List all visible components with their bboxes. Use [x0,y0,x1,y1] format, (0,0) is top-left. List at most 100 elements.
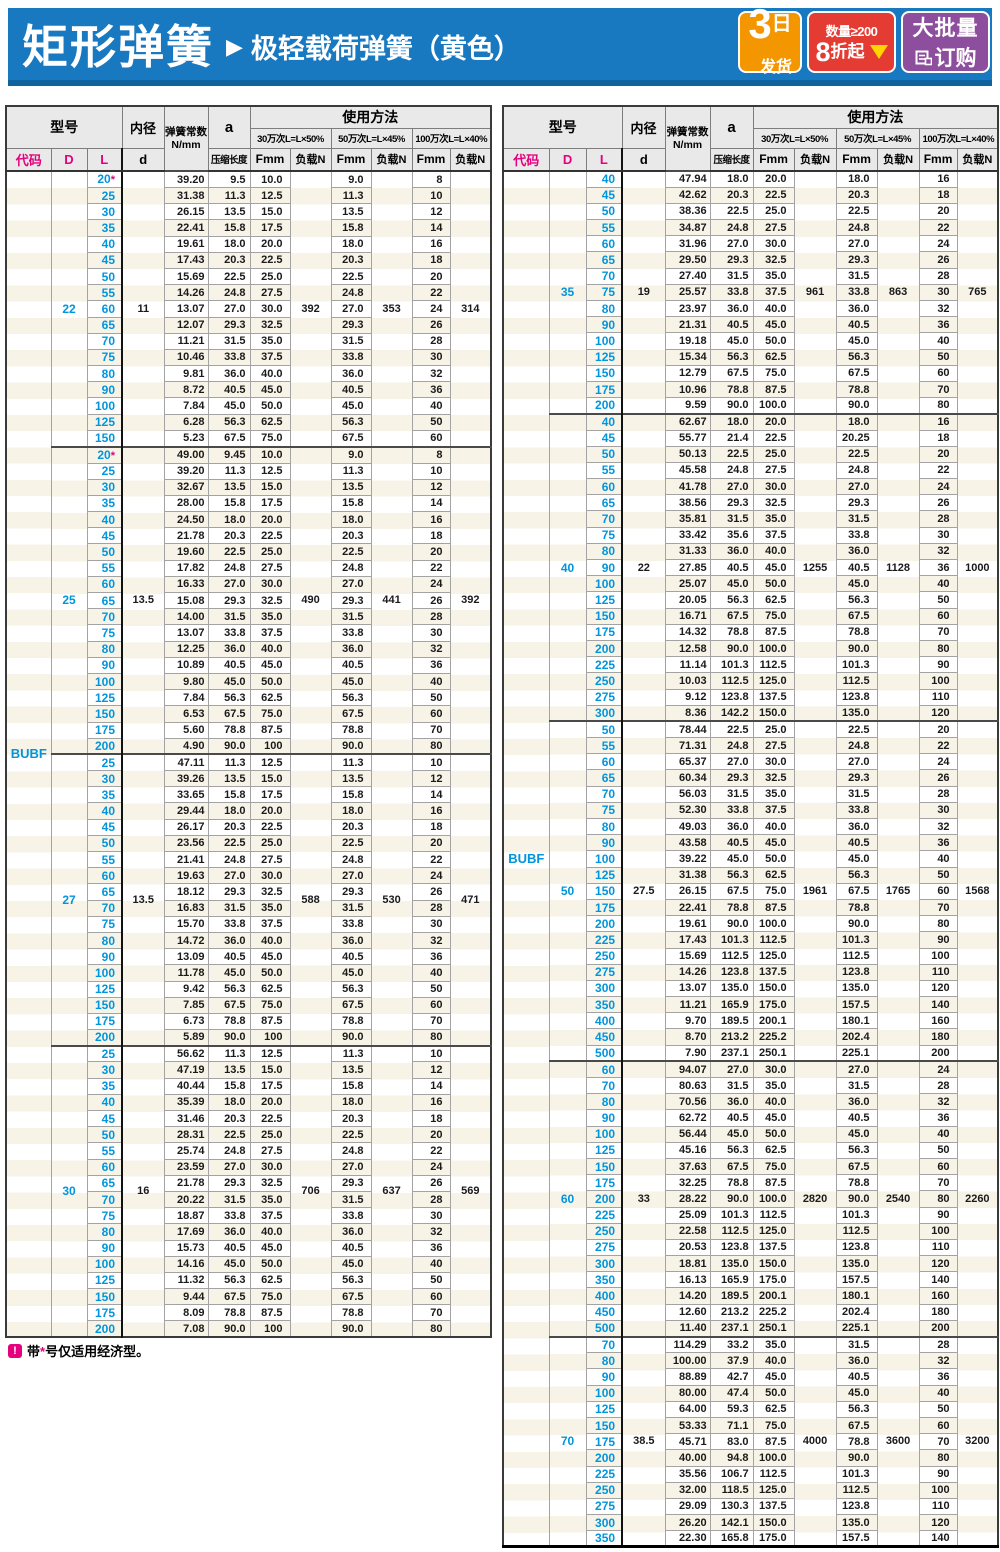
page-title: 矩形弹簧 [22,21,214,73]
spring-constant-value: 17.43 [163,251,209,269]
spring-constant-value: 19.61 [664,915,711,933]
deflection-500k: 31.5 [330,1190,372,1209]
deflection-500k: 202.4 [835,1303,878,1321]
deflection-300k: 175.0 [752,996,795,1014]
compressed-length-value: 36.0 [709,817,754,836]
free-length-L: 55 [585,461,624,480]
spring-constant-value: 35.81 [664,510,711,528]
compressed-length-value: 22.5 [709,202,754,221]
deflection-500k: 27.0 [835,478,878,496]
deflection-1m: 18 [918,429,958,447]
header-D: D [50,147,88,172]
deflection-1m: 30 [411,915,451,933]
spring-constant-value: 10.89 [163,656,209,674]
deflection-1m: 20 [411,267,451,286]
deflection-1m: 10 [411,186,451,205]
spring-constant-value: 14.26 [163,284,209,302]
spring-constant-value: 31.38 [664,866,711,884]
deflection-1m: 110 [918,688,958,706]
deflection-500k: 78.8 [835,380,878,399]
order-form-icon [915,49,932,66]
compressed-length-value: 20.3 [207,1109,251,1128]
free-length-L: 175 [585,623,624,641]
deflection-1m: 50 [918,866,958,884]
deflection-300k: 125.0 [752,947,795,965]
deflection-500k: 112.5 [835,1481,878,1499]
deflection-1m: 32 [918,542,958,561]
free-length-L: 40 [86,511,124,529]
deflection-1m: 110 [918,1238,958,1257]
spring-constant-value: 29.09 [664,1497,711,1516]
free-length-L: 225 [585,656,624,674]
deflection-500k: 18.0 [835,412,878,431]
deflection-300k: 87.5 [249,1012,291,1031]
deflection-500k: 33.8 [835,283,878,302]
spring-constant-value: 12.25 [163,640,209,658]
compressed-length-value: 11.3 [207,462,251,480]
spring-constant-value: 23.59 [163,1158,209,1176]
deflection-1m: 18 [918,186,958,204]
free-length-L: 250 [585,1222,624,1240]
free-length-L: 80 [585,1093,624,1111]
free-length-L: 60 [585,1060,624,1079]
compressed-length-value: 24.8 [709,461,754,480]
deflection-300k: 15.0 [249,203,291,221]
spring-constant-value: 18.87 [163,1207,209,1225]
free-length-L: 45 [86,1109,124,1128]
compressed-length-value: 21.4 [709,429,754,447]
deflection-1m: 80 [918,397,958,415]
deflection-300k: 112.5 [752,931,795,949]
deflection-1m: 60 [918,364,958,382]
compressed-length-value: 24.8 [709,737,754,755]
spring-constant-value: 9.44 [163,1288,209,1306]
deflection-1m: 36 [411,948,451,966]
deflection-500k: 45.0 [330,397,372,415]
compressed-length-value: 18.0 [709,412,754,431]
page-banner: 矩形弹簧 ▶ 极轻载荷弹簧（黄色） 3日 发货 数量≥200 8 折起 大批量 订… [8,3,992,86]
free-length-L: 50 [86,834,124,853]
free-length-L: 80 [585,299,624,318]
deflection-1m: 140 [918,1530,958,1548]
spring-constant-value: 12.07 [163,316,209,334]
deflection-300k: 175.0 [752,1271,795,1289]
deflection-300k: 30.0 [249,867,291,885]
deflection-300k: 125.0 [752,672,795,690]
compressed-length-value: 18.0 [207,511,251,529]
spring-constant-value: 65.37 [664,753,711,771]
deflection-1m: 120 [918,704,958,722]
deflection-500k: 112.5 [835,947,878,965]
spring-constant-value: 14.72 [163,931,209,950]
spring-constant-value: 56.03 [664,785,711,803]
spring-constant-value: 4.90 [163,737,209,755]
load-1m: 392 [449,445,492,755]
load-300k: 4000 [793,1335,837,1548]
deflection-300k: 112.5 [752,656,795,674]
load-300k: 961 [793,170,837,415]
deflection-500k: 67.5 [330,429,372,448]
deflection-1m: 140 [918,1271,958,1289]
deflection-300k: 32.5 [752,251,795,269]
deflection-500k: 36.0 [330,1223,372,1241]
deflection-1m: 100 [918,1222,958,1240]
deflection-1m: 200 [918,1319,958,1338]
deflection-1m: 32 [411,1223,451,1241]
deflection-1m: 16 [411,511,451,529]
deflection-500k: 78.8 [835,1174,878,1192]
deflection-300k: 50.0 [249,1255,291,1273]
free-length-L: 300 [585,704,624,722]
deflection-300k: 27.5 [752,737,795,755]
compressed-length-value: 90.0 [709,915,754,933]
deflection-300k: 112.5 [752,1206,795,1224]
deflection-500k: 33.8 [330,1207,372,1225]
spring-constant-value: 25.09 [664,1206,711,1224]
header-fmm-300k: Fmm [249,147,291,172]
header-fmm-300k: Fmm [752,147,795,172]
spring-constant-value: 23.97 [664,299,711,318]
compressed-length-value: 27.0 [207,575,251,594]
header-a: a [207,105,251,149]
deflection-1m: 14 [411,1077,451,1095]
deflection-300k: 35.0 [752,510,795,528]
header-L: L [585,147,624,172]
free-length-L: 100 [585,850,624,868]
compressed-length-value: 101.3 [709,1206,754,1224]
